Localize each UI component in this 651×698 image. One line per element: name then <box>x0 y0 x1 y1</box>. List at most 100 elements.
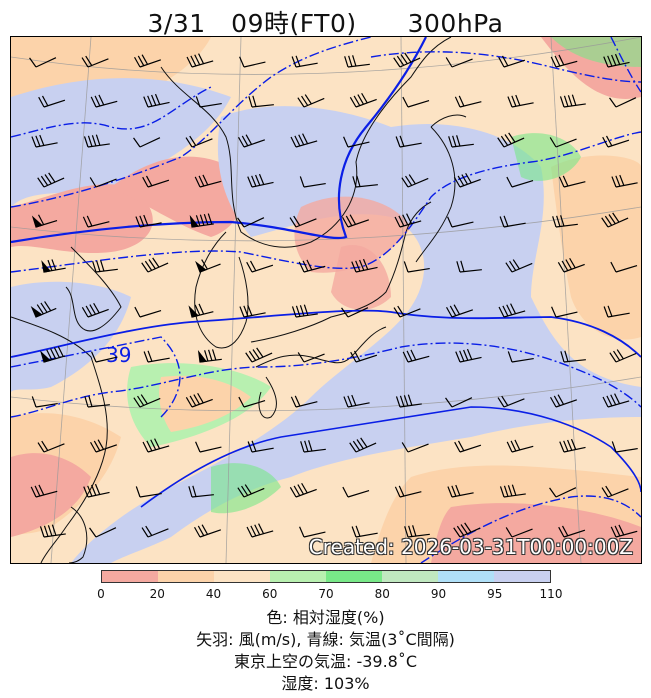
wind-barb <box>246 523 274 538</box>
wind-barb <box>134 306 162 318</box>
wind-barb <box>352 175 378 188</box>
wind-barb <box>188 303 214 318</box>
wind-barb <box>92 260 118 273</box>
wind-barb <box>497 132 525 148</box>
wind-barb <box>133 394 161 408</box>
wind-barb <box>349 92 377 108</box>
wind-barb <box>247 440 274 453</box>
wind-barb <box>37 172 65 188</box>
wind-barb <box>498 303 526 318</box>
wind-barb <box>506 439 534 453</box>
contour-label: 39 <box>106 343 131 367</box>
colorbar-segment <box>382 571 438 582</box>
wind-barb <box>499 484 526 498</box>
wind-barb <box>29 57 57 68</box>
wind-barb <box>239 56 266 68</box>
wind-barb <box>289 215 317 228</box>
wind-barb <box>141 525 169 538</box>
wind-barb <box>550 54 578 68</box>
wind-barb <box>499 215 526 228</box>
wind-barb <box>39 524 66 538</box>
wind-barb <box>453 522 481 538</box>
wind-barb <box>602 393 630 408</box>
colorbar-tick-label: 60 <box>262 587 278 601</box>
wind-barb <box>237 484 265 498</box>
wind-barb <box>41 259 66 273</box>
wind-barb <box>550 394 577 408</box>
wind-barb <box>395 394 422 408</box>
colorbar-tick-label: 0 <box>97 587 105 601</box>
wind-barb <box>505 527 533 538</box>
wind-barb <box>188 485 214 498</box>
colorbar-segment <box>158 571 214 582</box>
caption-tokyo-temperature: 東京上空の気温: -39.8˚C <box>233 652 418 671</box>
wind-barb <box>558 525 586 538</box>
colorbar-tick-label: 95 <box>487 587 503 601</box>
chart-title: 3/31 09時(FT0) 300hPa <box>147 9 504 38</box>
wind-barb <box>395 135 422 148</box>
wind-barb <box>185 392 213 408</box>
wind-barb <box>195 259 221 273</box>
wind-barb <box>551 306 578 318</box>
caption-color-legend: 色: 相対湿度(%) <box>266 608 385 627</box>
wind-barb <box>298 259 326 273</box>
wind-barb <box>343 394 370 408</box>
wind-barb <box>195 96 222 108</box>
wind-barb <box>601 212 629 228</box>
wind-barb <box>89 177 117 188</box>
wind-barb <box>497 395 525 408</box>
wind-barb <box>445 397 473 408</box>
weather-map: 39 Created: 2026-03-31T00:00:00Z <box>10 36 642 564</box>
wind-barb <box>189 213 214 228</box>
wind-barb <box>91 351 118 363</box>
colorbar-segment <box>326 571 382 582</box>
wind-barb <box>300 440 326 453</box>
wind-barb <box>194 174 222 188</box>
wind-barb <box>603 305 630 318</box>
wind-barb <box>351 525 378 538</box>
wind-barb <box>393 52 421 68</box>
wind-barb <box>143 93 170 108</box>
wind-barb <box>601 485 629 498</box>
wind-barb <box>297 352 325 363</box>
wind-barb <box>349 437 377 453</box>
wind-barb <box>89 527 117 538</box>
created-timestamp: Created: 2026-03-31T00:00:00Z <box>308 535 633 559</box>
wind-barb <box>559 94 586 108</box>
wind-barb <box>238 134 265 148</box>
caption-barb-legend: 矢羽: 風(m/s), 青線: 気温(3˚C間隔) <box>196 630 455 649</box>
wind-barb <box>445 57 473 68</box>
wind-barb <box>135 486 162 498</box>
wind-barb <box>447 484 474 498</box>
wind-barb <box>394 213 422 228</box>
colorbar-tick-labels: 0 20 40 60 70 80 90 95 110 <box>0 587 651 603</box>
wind-barb <box>81 302 109 318</box>
wind-barb <box>559 438 586 453</box>
wind-barb <box>456 260 482 273</box>
wind-barb <box>507 351 534 363</box>
wind-barb <box>454 440 482 453</box>
colorbar-segment <box>438 571 494 582</box>
wind-barb <box>290 395 318 408</box>
wind-barb <box>611 174 638 188</box>
wind-barb <box>81 55 109 68</box>
wind-barb <box>299 526 326 538</box>
wind-barb <box>549 137 577 148</box>
wind-barb <box>344 55 370 68</box>
colorbar-tick-label: 40 <box>205 587 222 601</box>
wind-barb <box>549 487 577 498</box>
wind-barb <box>237 217 265 228</box>
wind-barb <box>557 257 585 273</box>
wind-barb <box>90 439 117 453</box>
wind-barb <box>448 135 474 148</box>
wind-barb <box>393 305 421 318</box>
wind-barb <box>343 136 370 148</box>
wind-barb <box>558 175 586 188</box>
wind-barb <box>31 396 58 408</box>
wind-barb <box>447 216 474 228</box>
wind-barb <box>401 174 429 188</box>
wind-barb <box>239 304 266 318</box>
wind-barb <box>31 214 58 228</box>
wind-barb <box>38 95 66 108</box>
humidity-colorbar <box>101 570 551 583</box>
